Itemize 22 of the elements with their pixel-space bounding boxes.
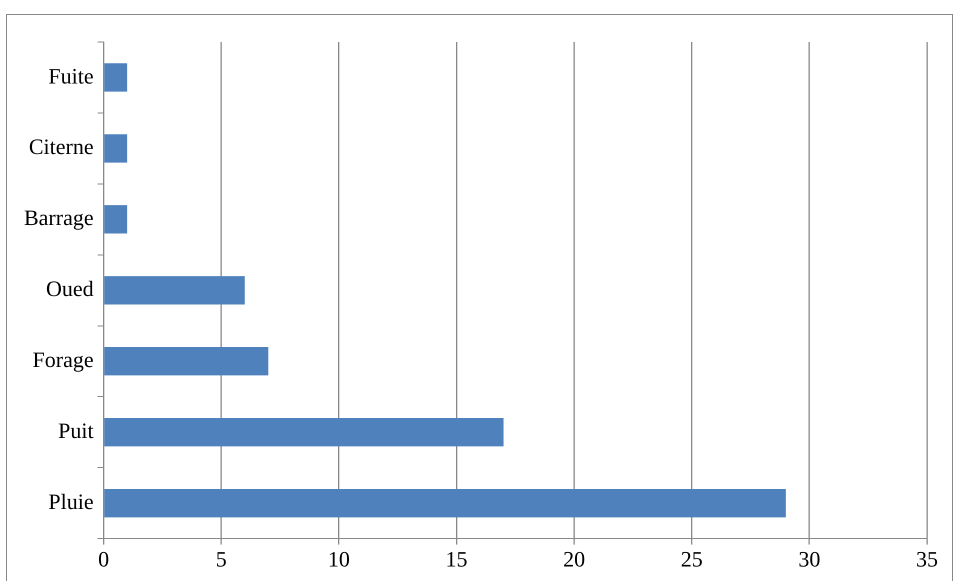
y-tick-label: Oued [46, 276, 94, 302]
bar [104, 63, 128, 92]
bar [104, 488, 786, 518]
x-tick-label: 20 [563, 546, 586, 572]
x-tick-label: 35 [916, 546, 938, 572]
bar [104, 276, 245, 304]
y-tick-label: Barrage [24, 205, 94, 230]
y-tick-label: Puit [58, 418, 94, 443]
x-tick-label: 0 [98, 546, 110, 572]
x-tick-label: 25 [680, 546, 703, 572]
x-tick-label: 30 [798, 546, 820, 572]
y-tick-label: Citerne [28, 134, 94, 160]
x-tick-label: 5 [216, 546, 227, 572]
y-tick-label: Forage [32, 347, 94, 372]
bar [104, 347, 268, 376]
x-tick-label: 15 [445, 546, 468, 572]
y-tick-label: Fuite [48, 63, 94, 88]
bar [104, 418, 504, 446]
y-tick-label: Pluie [48, 488, 94, 514]
x-tick-label: 10 [328, 546, 350, 572]
bar [104, 134, 128, 163]
bar [104, 205, 128, 234]
